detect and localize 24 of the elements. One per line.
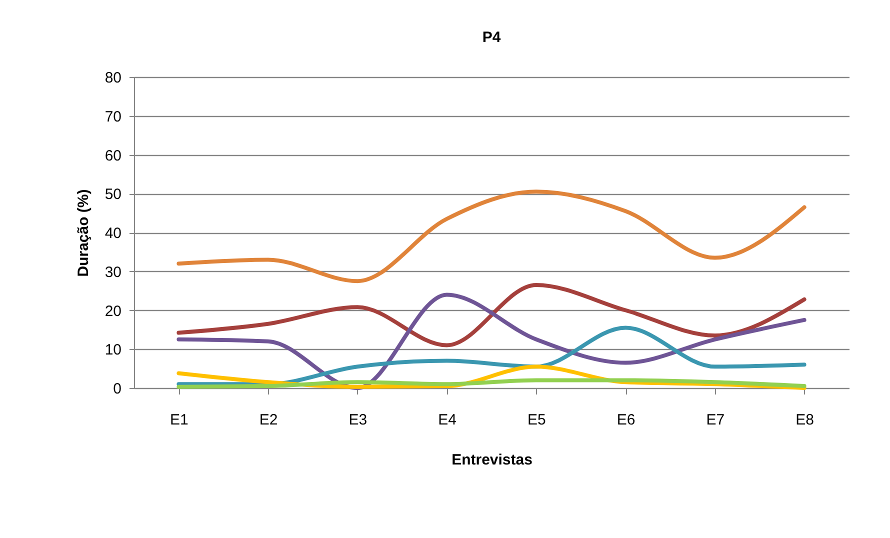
- line-series: [176, 282, 806, 348]
- y-tick-label: 60: [104, 147, 122, 164]
- x-tick-label: E4: [438, 412, 456, 428]
- y-tick-label: 70: [104, 108, 122, 126]
- x-tick-label: E3: [348, 412, 368, 428]
- x-axis-title: Entrevistas: [452, 452, 532, 468]
- y-tick-label: 30: [104, 264, 122, 281]
- y-tick-label: 50: [104, 186, 122, 204]
- y-tick-label: 10: [104, 342, 122, 359]
- y-tick-label: 80: [104, 70, 122, 86]
- y-axis-title: Duração (%): [74, 189, 92, 277]
- chart-title: P4: [482, 29, 502, 46]
- y-tick-label: 0: [113, 380, 122, 398]
- x-tick-label: E5: [528, 412, 546, 428]
- x-tick-label: E8: [796, 412, 814, 428]
- line-series: [176, 378, 806, 389]
- x-tick-label: E2: [259, 412, 278, 428]
- x-tick-label: E6: [616, 412, 636, 428]
- line-series: [176, 190, 806, 284]
- y-tick-label: 40: [104, 225, 122, 242]
- line-series: [176, 292, 806, 390]
- x-tick-label: E7: [706, 412, 725, 428]
- y-tick-label: 20: [104, 302, 122, 320]
- x-tick-label: E1: [170, 412, 188, 428]
